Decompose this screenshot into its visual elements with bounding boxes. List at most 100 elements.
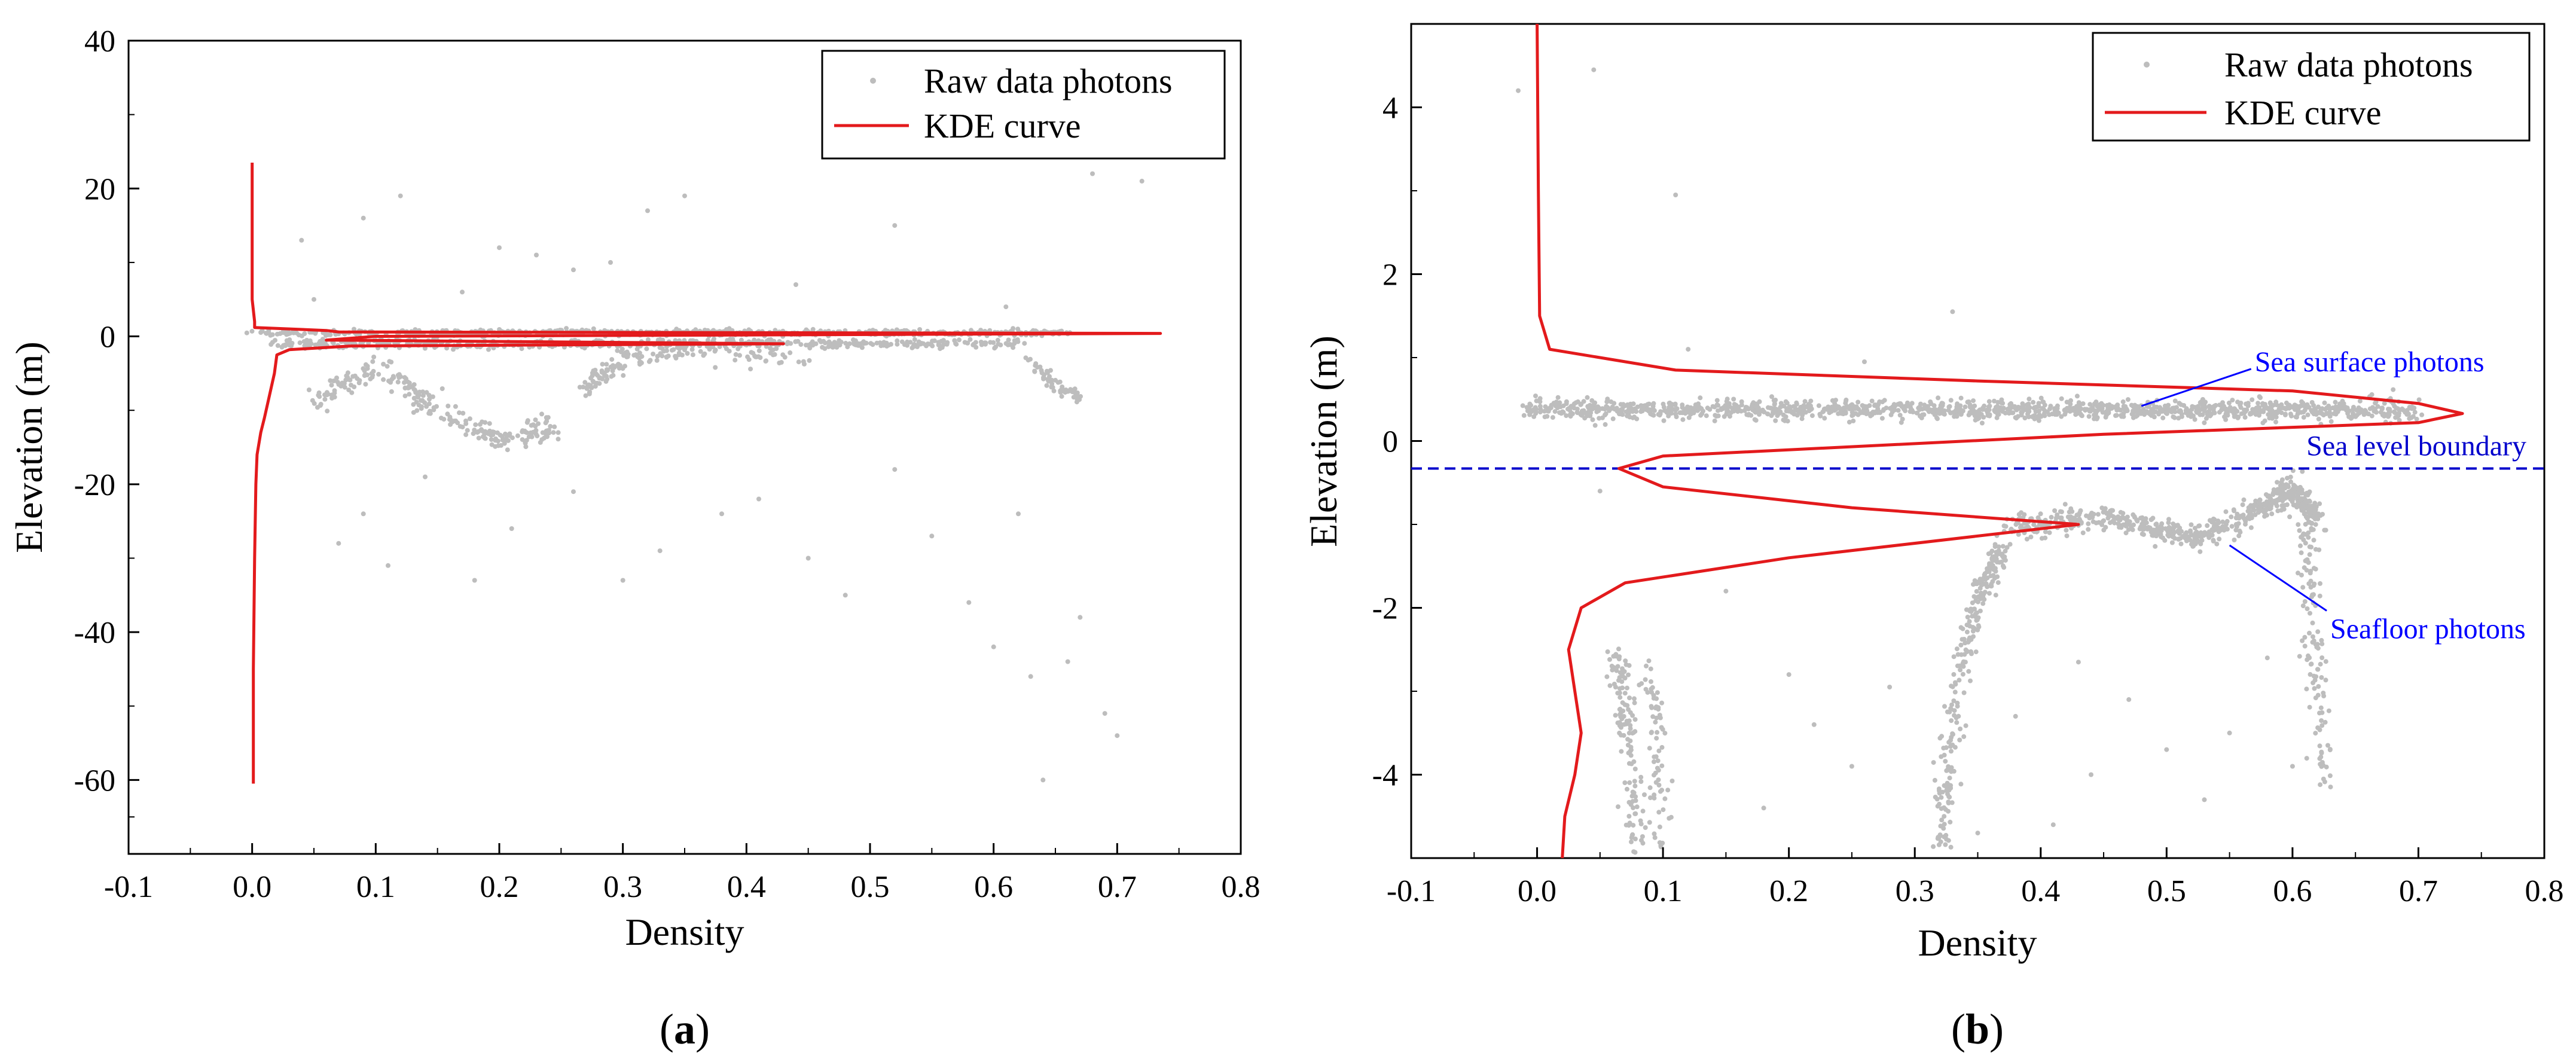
photon-point <box>1652 795 1657 801</box>
photon-point <box>1817 411 1823 417</box>
photon-point <box>1777 411 1782 416</box>
photon-point <box>1631 823 1636 828</box>
photon-point <box>830 344 835 350</box>
photon-point <box>2269 511 2275 517</box>
photon-point <box>1060 384 1065 389</box>
photon-point <box>1008 342 1014 347</box>
photon-point <box>1569 404 1574 409</box>
photon-point <box>2049 515 2054 520</box>
photon-point <box>2279 402 2284 407</box>
photon-point <box>2321 776 2326 782</box>
photon-point <box>1646 658 1652 664</box>
photon-point <box>1627 695 1632 701</box>
photon-point <box>1960 637 1965 642</box>
photon-point <box>1645 402 1650 407</box>
photon-point <box>1613 652 1619 657</box>
photon-point <box>1750 403 1755 408</box>
photon-point <box>2333 404 2339 410</box>
photon-point <box>2312 686 2317 691</box>
legend-marker-raw-photons <box>2144 62 2150 68</box>
photon-point <box>764 358 769 364</box>
photon-point <box>1797 410 1802 415</box>
photon-point <box>2059 396 2064 401</box>
photon-point <box>1617 706 1623 712</box>
photon-point <box>2176 536 2181 542</box>
photon-point <box>2078 406 2084 411</box>
photon-point <box>2412 410 2418 415</box>
photon-point <box>1078 394 1083 399</box>
photon-point <box>2052 408 2058 413</box>
photon-point <box>1023 355 1028 361</box>
photon-point <box>313 331 318 336</box>
photon-point <box>322 396 328 402</box>
photon-point <box>1667 401 1672 406</box>
photon-point <box>2382 411 2387 417</box>
photon-point <box>1625 703 1630 708</box>
photon-point <box>1955 704 1960 709</box>
photon-point <box>1607 657 1612 662</box>
photon-point <box>1954 414 1960 419</box>
photon-point <box>496 443 501 448</box>
photon-point <box>2284 400 2289 405</box>
photon-point <box>1648 795 1653 801</box>
photon-point <box>423 474 428 480</box>
photon-point <box>610 368 615 374</box>
photon-point <box>2166 406 2171 411</box>
photon-point <box>2184 538 2189 544</box>
photon-point <box>2299 496 2304 501</box>
photon-point <box>1638 822 1644 826</box>
photon-point <box>2316 416 2321 422</box>
photon-point <box>1994 553 1999 558</box>
photon-point <box>1946 404 1952 410</box>
photon-point <box>415 393 420 399</box>
photon-point <box>2074 393 2080 399</box>
photon-point <box>2363 409 2369 414</box>
photon-point <box>2299 550 2304 556</box>
photon-point <box>1869 398 1875 404</box>
photon-point <box>306 387 312 392</box>
photon-point <box>1772 401 1777 406</box>
photon-point <box>991 644 996 649</box>
photon-point <box>2141 407 2146 412</box>
photon-point <box>2264 655 2270 661</box>
photon-point <box>445 404 451 408</box>
photon-point <box>1621 714 1626 719</box>
photon-point <box>352 384 357 389</box>
photon-point <box>622 364 627 369</box>
photon-point <box>1632 407 1638 413</box>
photon-point <box>881 343 886 348</box>
photon-point <box>1822 416 1827 421</box>
photon-point <box>1833 398 1838 403</box>
photon-point <box>1939 795 1944 800</box>
photon-point <box>845 344 850 350</box>
photon-point <box>1851 418 1856 423</box>
photon-point <box>1074 399 1079 405</box>
photon-point <box>1641 404 1646 408</box>
photon-point <box>2059 414 2064 419</box>
photon-point <box>1958 782 1964 787</box>
photon-point <box>1625 685 1629 691</box>
photon-point <box>2369 392 2374 397</box>
photon-point <box>1667 816 1672 821</box>
photon-point <box>1102 711 1107 716</box>
photon-point <box>2076 518 2081 523</box>
photon-point <box>2125 397 2131 402</box>
photon-point <box>583 393 588 398</box>
photon-point <box>2154 521 2159 527</box>
photon-point <box>1071 395 1076 400</box>
photon-point <box>463 418 468 423</box>
photon-point <box>1537 399 1543 404</box>
x-tick-label: 0.7 <box>2399 874 2438 908</box>
photon-point <box>2275 508 2281 514</box>
photon-point <box>1900 416 1905 422</box>
photon-point <box>918 341 923 347</box>
x-tick-label: 0.3 <box>1896 874 1934 908</box>
photon-point <box>2171 414 2176 419</box>
photon-point <box>807 346 813 351</box>
photon-point <box>2197 549 2203 554</box>
photon-point <box>1669 779 1675 783</box>
photon-point <box>407 380 412 386</box>
photon-point <box>371 368 376 374</box>
photon-point <box>588 383 593 388</box>
photon-point <box>1983 408 1989 413</box>
